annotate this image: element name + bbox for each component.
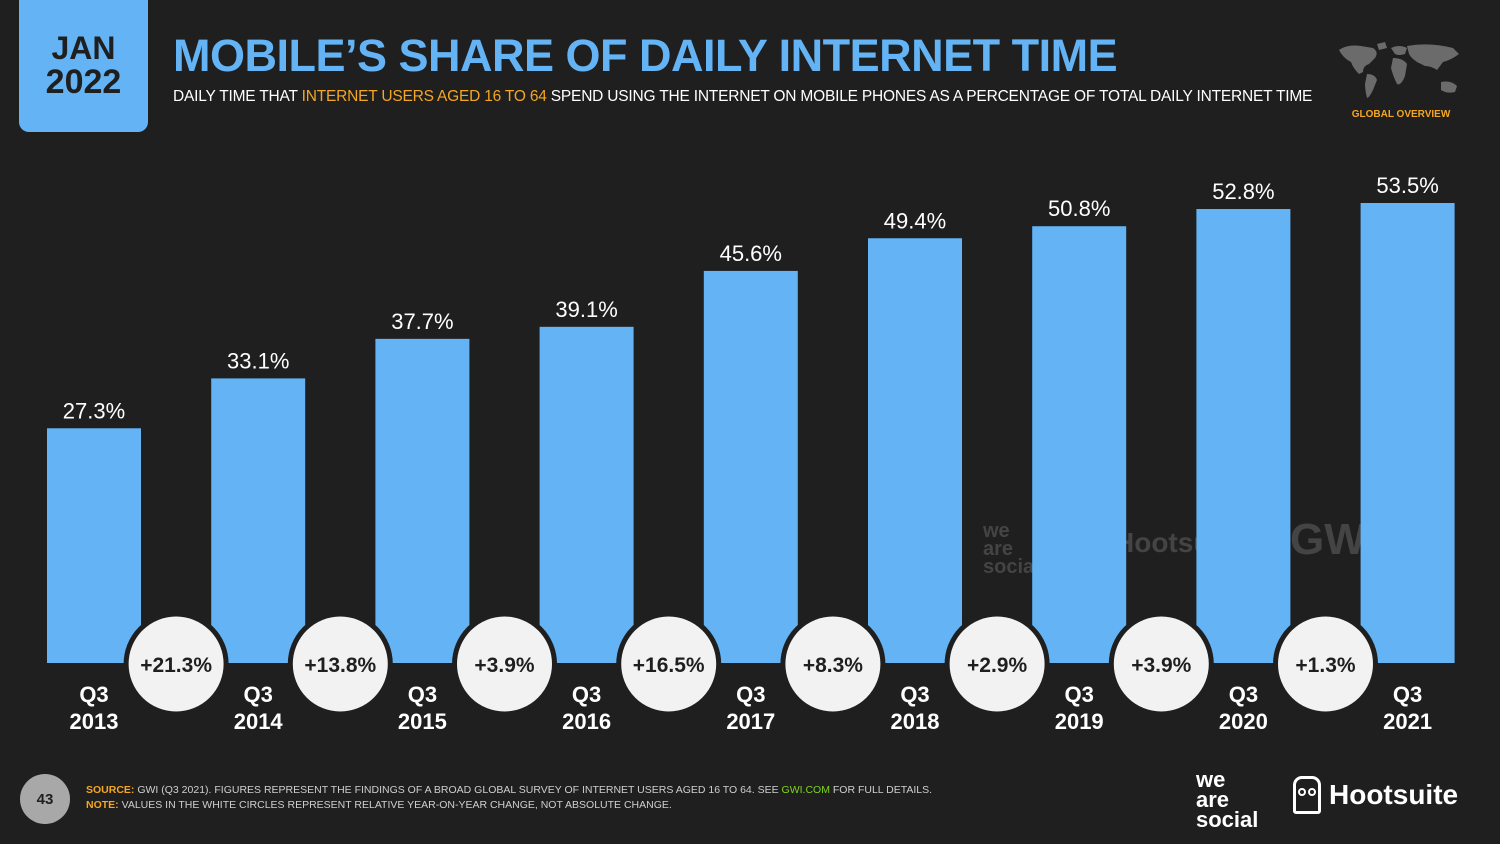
change-label-7: +1.3% bbox=[1295, 654, 1355, 677]
logo-was-line-2: are bbox=[1196, 787, 1230, 813]
tick-label-2013-0: Q3 bbox=[79, 682, 108, 707]
source-key: SOURCE: bbox=[86, 784, 135, 796]
subtitle-highlight: INTERNET USERS AGED 16 TO 64 bbox=[301, 88, 547, 105]
page-number: 43 bbox=[20, 774, 70, 824]
tick-label-2016-0: Q3 bbox=[572, 682, 601, 707]
change-circle-1 bbox=[287, 611, 393, 717]
world-map-icon bbox=[1339, 42, 1459, 98]
change-label-1: +13.8% bbox=[304, 654, 376, 677]
source-link[interactable]: GWI.COM bbox=[781, 784, 830, 796]
logo-was-line-1: we bbox=[1196, 767, 1226, 792]
bar-2018 bbox=[868, 238, 962, 664]
tick-label-2019-0: Q3 bbox=[1065, 682, 1094, 707]
change-circle-4 bbox=[780, 611, 886, 717]
owl-icon bbox=[1293, 776, 1321, 814]
note-text: VALUES IN THE WHITE CIRCLES REPRESENT RE… bbox=[118, 799, 672, 811]
tick-label-2017-0: Q3 bbox=[736, 682, 765, 707]
value-label-2015: 37.7% bbox=[391, 309, 453, 334]
value-label-2019: 50.8% bbox=[1048, 196, 1110, 221]
watermark-we-are-social: we are social bbox=[983, 520, 1040, 578]
subtitle-pre: DAILY TIME THAT bbox=[173, 88, 302, 105]
bar-2021 bbox=[1360, 203, 1455, 663]
source-text-post: FOR FULL DETAILS. bbox=[829, 784, 933, 796]
page-title: MOBILE’S SHARE OF DAILY INTERNET TIME bbox=[173, 30, 1118, 81]
value-label-2020: 52.8% bbox=[1212, 179, 1274, 204]
date-tab: JAN 2022 bbox=[19, 0, 148, 132]
page-subtitle: DAILY TIME THAT INTERNET USERS AGED 16 T… bbox=[173, 88, 1312, 106]
change-label-5: +2.9% bbox=[967, 654, 1027, 677]
change-circle-2 bbox=[452, 611, 557, 717]
logo-was-line-3: social bbox=[1196, 807, 1259, 833]
bar-2019 bbox=[1032, 226, 1127, 663]
tick-label-2019-1: 2019 bbox=[1055, 709, 1104, 734]
tick-label-2018-0: Q3 bbox=[900, 682, 929, 707]
subtitle-post: SPEND USING THE INTERNET ON MOBILE PHONE… bbox=[546, 88, 1313, 105]
tick-label-2021-0: Q3 bbox=[1393, 682, 1422, 707]
change-label-4: +8.3% bbox=[803, 654, 863, 677]
region-label: GLOBAL OVERVIEW bbox=[1351, 109, 1451, 120]
tick-label-2017-1: 2017 bbox=[726, 709, 775, 734]
value-label-2017: 45.6% bbox=[720, 241, 782, 266]
change-circle-5 bbox=[944, 611, 1050, 717]
tick-label-2018-1: 2018 bbox=[891, 709, 940, 734]
tick-label-2016-1: 2016 bbox=[562, 709, 611, 734]
tick-label-2020-1: 2020 bbox=[1219, 709, 1268, 734]
change-label-6: +3.9% bbox=[1131, 654, 1191, 677]
date-month: JAN bbox=[51, 30, 116, 67]
note: NOTE: VALUES IN THE WHITE CIRCLES REPRES… bbox=[86, 799, 672, 811]
bar-2014 bbox=[211, 378, 306, 663]
value-label-2013: 27.3% bbox=[63, 398, 125, 423]
value-label-2016: 39.1% bbox=[555, 297, 617, 322]
value-label-2018: 49.4% bbox=[884, 208, 946, 233]
hootsuite-logo: Hootsuite bbox=[1293, 776, 1458, 814]
change-circle-6 bbox=[1108, 611, 1214, 717]
change-circle-0 bbox=[123, 611, 229, 717]
date-year: 2022 bbox=[45, 62, 122, 101]
change-circle-7 bbox=[1273, 611, 1378, 717]
tick-label-2020-0: Q3 bbox=[1229, 682, 1258, 707]
bar-2020 bbox=[1196, 209, 1291, 664]
change-label-0: +21.3% bbox=[140, 654, 212, 677]
note-key: NOTE: bbox=[86, 799, 119, 811]
value-label-2021: 53.5% bbox=[1376, 173, 1438, 198]
tick-label-2013-1: 2013 bbox=[70, 709, 119, 734]
bar-2016 bbox=[539, 326, 634, 663]
change-label-3: +16.5% bbox=[633, 654, 705, 677]
bar-2015 bbox=[375, 338, 470, 663]
tick-label-2015-1: 2015 bbox=[398, 709, 447, 734]
bar-2013 bbox=[47, 428, 141, 663]
watermark-was-line-1: we bbox=[983, 520, 1010, 542]
we-are-social-logo: we are social bbox=[1196, 767, 1259, 833]
tick-label-2015-0: Q3 bbox=[408, 682, 437, 707]
hootsuite-logo-text: Hootsuite bbox=[1329, 779, 1459, 810]
watermark-was-line-3: social bbox=[983, 556, 1040, 578]
value-label-2014: 33.1% bbox=[227, 348, 289, 373]
bar-2017 bbox=[703, 270, 798, 663]
tick-label-2021-1: 2021 bbox=[1383, 709, 1432, 734]
tick-label-2014-0: Q3 bbox=[244, 682, 273, 707]
change-label-2: +3.9% bbox=[474, 654, 534, 677]
tick-label-2014-1: 2014 bbox=[234, 709, 284, 734]
source-text-pre: GWI (Q3 2021). FIGURES REPRESENT THE FIN… bbox=[134, 784, 782, 796]
watermark-was-line-2: are bbox=[983, 538, 1014, 560]
source-note: SOURCE: GWI (Q3 2021). FIGURES REPRESENT… bbox=[86, 784, 932, 796]
change-circle-3 bbox=[616, 611, 722, 717]
